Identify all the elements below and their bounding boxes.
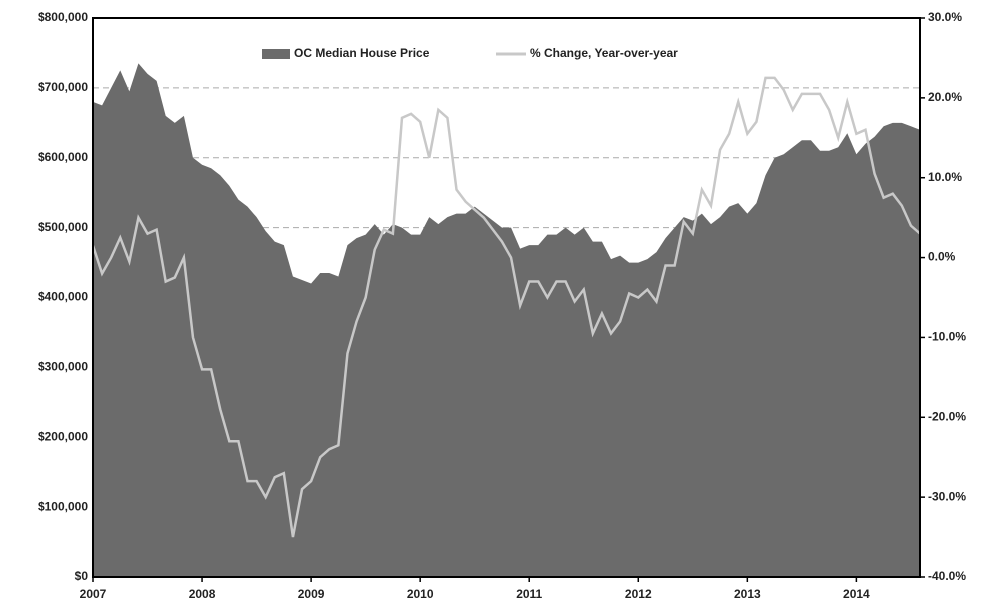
y-tick-label: $400,000 [38,290,88,304]
y-tick-label: $200,000 [38,429,88,443]
y2-tick-label: -10.0% [928,330,966,344]
plot-frame [92,17,921,578]
y2-tick-label: 10.0% [928,170,962,184]
y-tick-label: $700,000 [38,80,88,94]
x-tick-label: 2009 [298,587,325,601]
legend-label: % Change, Year-over-year [530,46,678,60]
legend-swatch [262,49,290,59]
y-tick-label: $800,000 [38,10,88,24]
y-tick-label: $600,000 [38,150,88,164]
y-tick-label: $0 [75,569,89,583]
x-tick-label: 2010 [407,587,434,601]
x-tick-label: 2012 [625,587,652,601]
x-tick-label: 2011 [516,587,542,601]
y-tick-label: $300,000 [38,360,88,374]
y2-tick-label: 30.0% [928,10,962,24]
y-tick-label: $500,000 [38,220,88,234]
y2-tick-label: -20.0% [928,409,966,423]
line [91,76,921,538]
legend-label: OC Median House Price [294,46,430,60]
y2-tick-label: -30.0% [928,489,966,503]
y2-tick-label: 20.0% [928,90,962,104]
y2-tick-label: 0.0% [928,250,956,264]
x-tick-label: 2007 [80,587,107,601]
y-tick-label: $100,000 [38,499,88,513]
x-tick-label: 2013 [734,587,761,601]
x-tick-label: 2008 [189,587,216,601]
y2-tick-label: -40.0% [928,569,966,583]
x-tick-label: 2014 [843,587,870,601]
area [93,63,920,577]
